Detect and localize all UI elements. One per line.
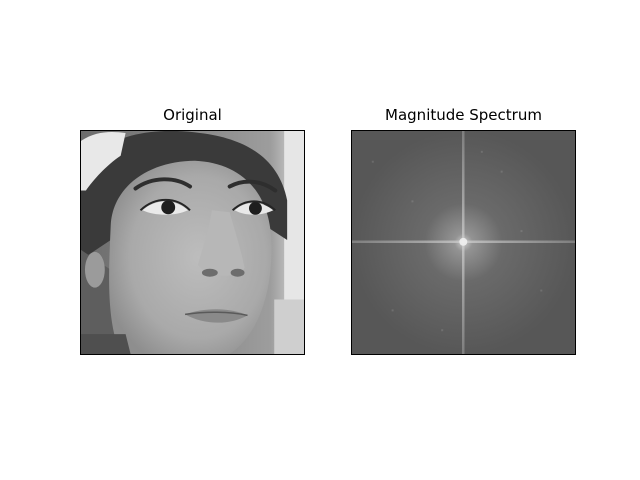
magnitude-spectrum-panel-title: Magnitude Spectrum [385, 106, 542, 124]
fft-magnitude-spectrum [352, 131, 575, 354]
original-panel-title: Original [163, 106, 222, 124]
magnitude-spectrum-panel [351, 130, 576, 355]
original-image-panel [80, 130, 305, 355]
grayscale-face-photo [81, 131, 304, 354]
